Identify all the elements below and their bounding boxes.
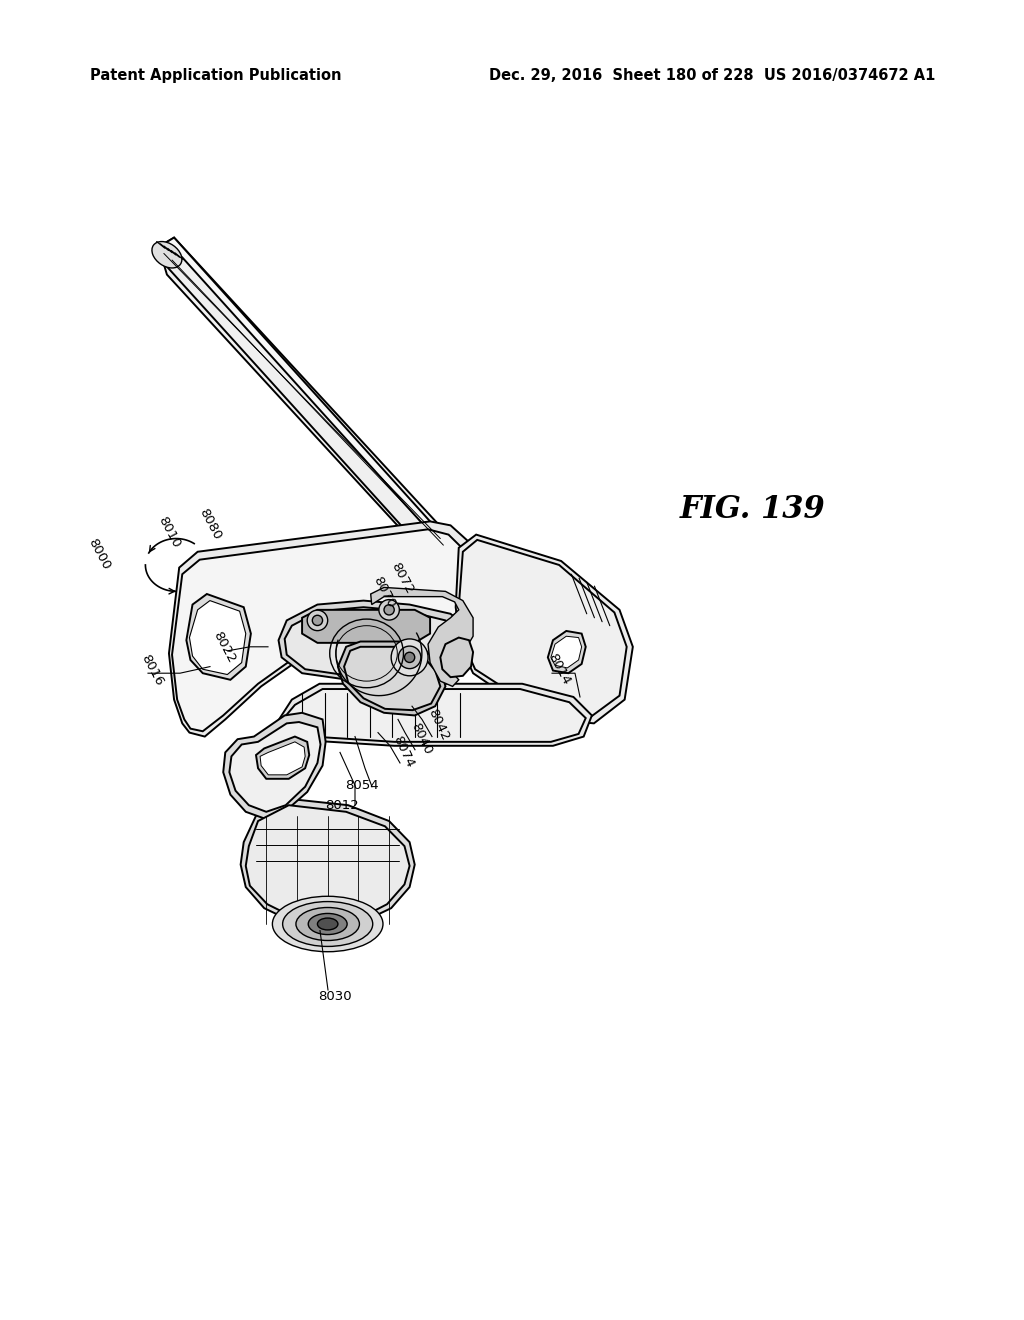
Circle shape: [384, 605, 394, 615]
Text: 8040: 8040: [408, 721, 434, 756]
Text: 8054: 8054: [345, 779, 379, 792]
Polygon shape: [285, 607, 459, 681]
Polygon shape: [229, 722, 321, 812]
Polygon shape: [169, 521, 473, 737]
Polygon shape: [371, 587, 473, 686]
Text: 8000: 8000: [85, 536, 113, 573]
Text: Dec. 29, 2016  Sheet 180 of 228  US 2016/0374672 A1: Dec. 29, 2016 Sheet 180 of 228 US 2016/0…: [488, 69, 935, 83]
Text: FIG. 139: FIG. 139: [680, 495, 825, 525]
Text: 8080: 8080: [196, 506, 223, 543]
Polygon shape: [276, 684, 592, 746]
Polygon shape: [459, 540, 627, 717]
Polygon shape: [241, 799, 415, 927]
Circle shape: [307, 610, 328, 631]
Circle shape: [379, 599, 399, 620]
Polygon shape: [246, 805, 410, 923]
Text: 8014: 8014: [545, 651, 572, 688]
Text: Patent Application Publication: Patent Application Publication: [90, 69, 341, 83]
Ellipse shape: [296, 907, 359, 940]
Polygon shape: [302, 610, 430, 643]
Text: 8042: 8042: [425, 708, 451, 743]
Circle shape: [312, 615, 323, 626]
Polygon shape: [159, 238, 430, 535]
Polygon shape: [282, 689, 586, 742]
Circle shape: [398, 645, 421, 669]
Polygon shape: [186, 594, 251, 680]
Polygon shape: [189, 601, 246, 675]
Polygon shape: [260, 742, 305, 775]
Ellipse shape: [283, 902, 373, 946]
Ellipse shape: [308, 913, 347, 935]
Text: 8010: 8010: [155, 513, 182, 550]
Polygon shape: [172, 529, 468, 731]
Polygon shape: [167, 257, 438, 552]
Text: 8022: 8022: [210, 628, 238, 665]
Circle shape: [404, 652, 415, 663]
Polygon shape: [256, 737, 309, 779]
Polygon shape: [223, 713, 326, 818]
Ellipse shape: [272, 896, 383, 952]
Ellipse shape: [317, 917, 338, 929]
Text: 8072: 8072: [388, 561, 416, 597]
Circle shape: [391, 639, 428, 676]
Text: 8012: 8012: [325, 799, 358, 812]
Polygon shape: [279, 601, 466, 686]
Polygon shape: [551, 636, 582, 668]
Text: 8070: 8070: [370, 574, 397, 610]
Text: 8016: 8016: [138, 652, 165, 689]
Polygon shape: [159, 238, 445, 561]
Polygon shape: [456, 535, 633, 723]
Polygon shape: [338, 642, 445, 715]
Polygon shape: [440, 638, 473, 677]
Polygon shape: [548, 631, 586, 673]
Text: 8074: 8074: [390, 734, 416, 770]
Polygon shape: [344, 647, 440, 710]
Ellipse shape: [152, 242, 182, 268]
Text: 8030: 8030: [318, 990, 351, 1003]
